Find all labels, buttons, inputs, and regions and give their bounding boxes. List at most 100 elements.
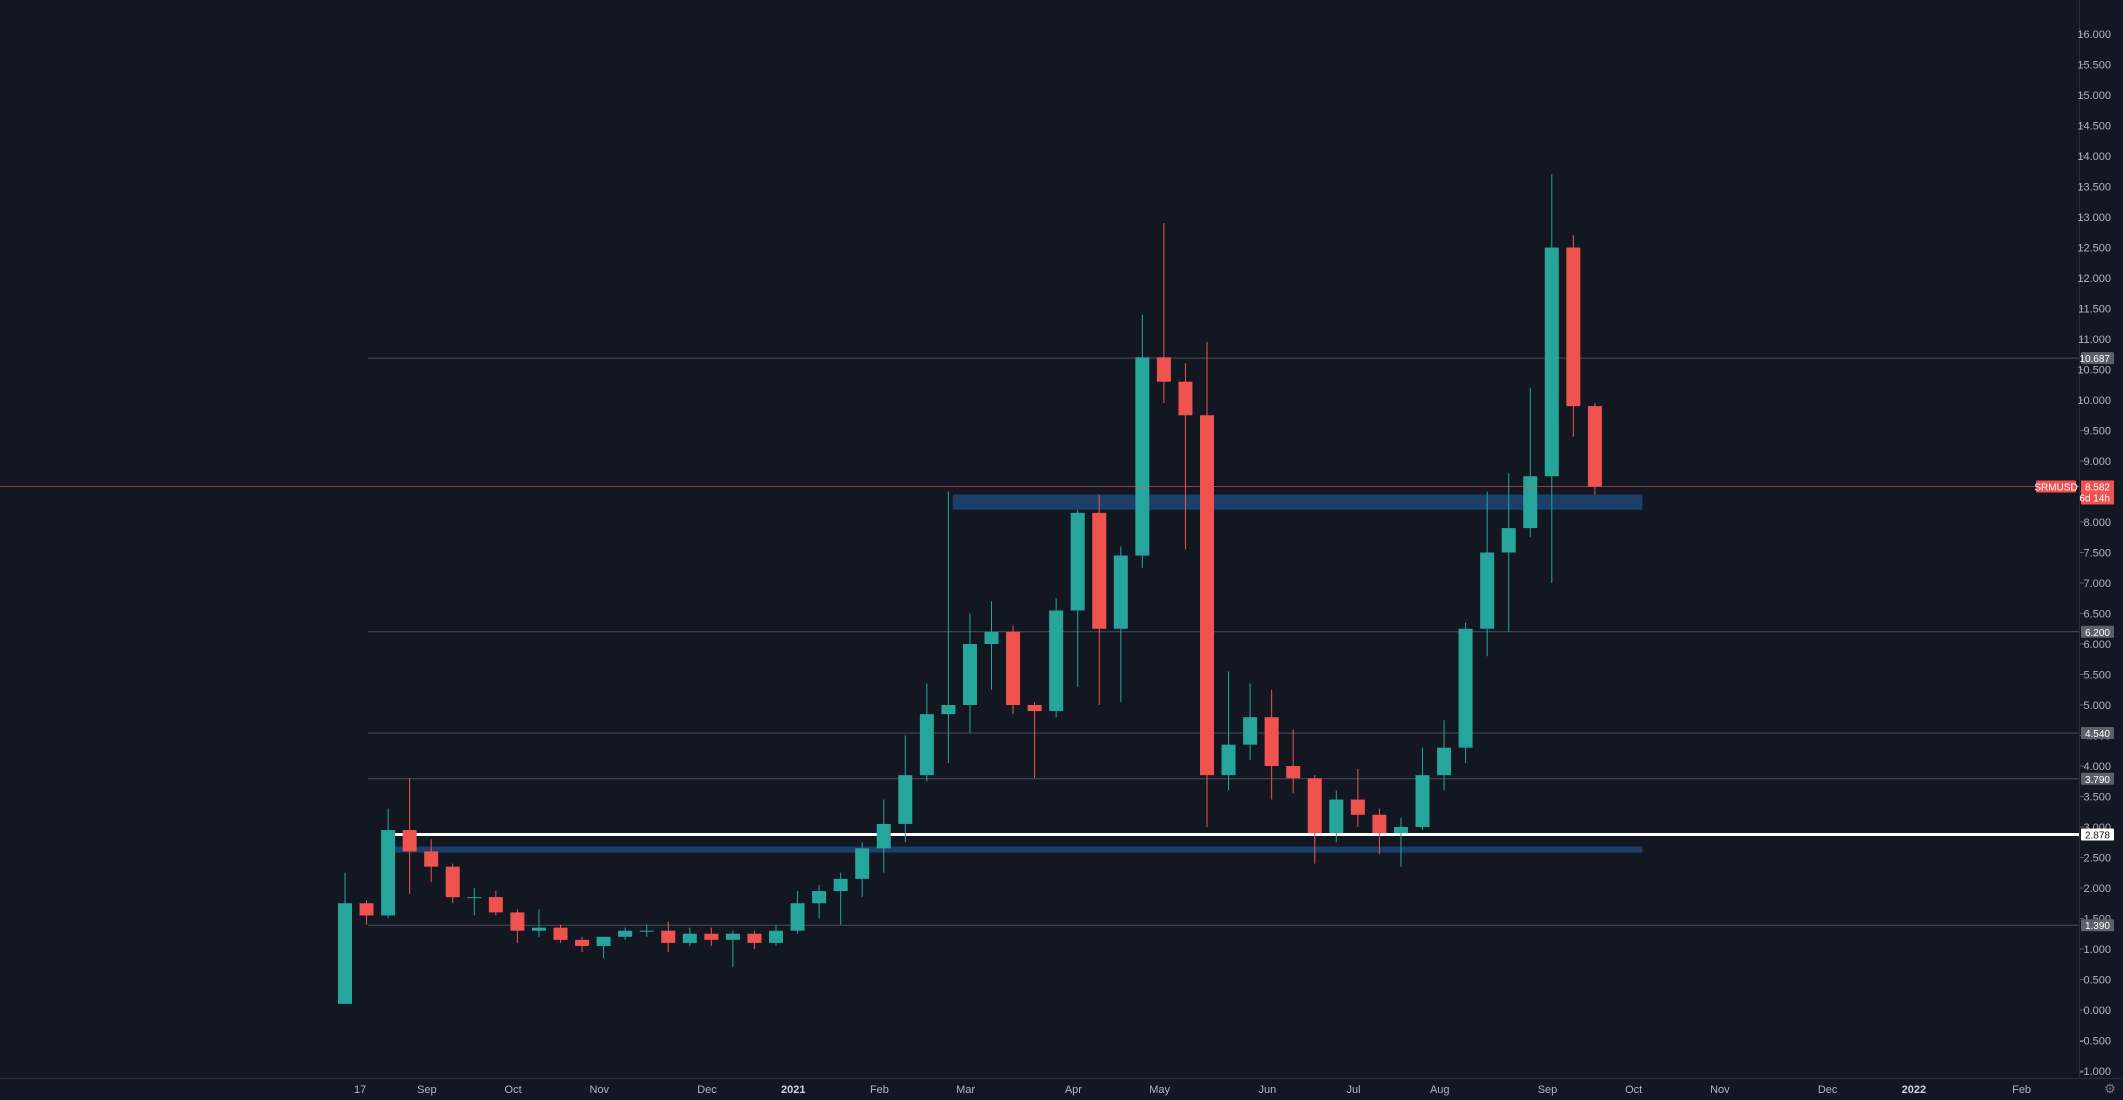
candle-body: [1070, 512, 1085, 611]
level-label: 2.878: [2085, 830, 2110, 841]
candle-body: [1221, 744, 1236, 776]
candle-body: [790, 903, 805, 931]
candle-body: [1135, 357, 1150, 556]
price-tick-label: 15.500: [2077, 60, 2111, 72]
price-tick-label: 14.000: [2077, 151, 2111, 163]
price-tick-label: 10.000: [2077, 395, 2111, 407]
price-tick-label: 1.000: [2083, 944, 2111, 956]
candle-body: [1523, 476, 1538, 529]
price-tick-label: 0.500: [2083, 975, 2111, 987]
candle-body: [984, 631, 999, 644]
time-tick-label: Feb: [870, 1084, 889, 1096]
candle-body: [1587, 406, 1602, 487]
candle-body: [1156, 357, 1171, 382]
price-tick-label: 12.500: [2077, 243, 2111, 255]
gear-icon[interactable]: ⚙: [2104, 1081, 2116, 1096]
candle-body: [812, 891, 827, 904]
candle-body: [1264, 717, 1279, 766]
candle-body: [1243, 717, 1258, 745]
candle-body: [596, 936, 611, 946]
level-badge: [2081, 919, 2114, 932]
price-tick-label: 2.500: [2083, 853, 2111, 865]
time-tick-label: Jun: [1258, 1084, 1276, 1096]
level-badge: [2081, 727, 2114, 740]
price-tick-label: 12.000: [2077, 273, 2111, 285]
price-tick-label: 11.500: [2078, 304, 2111, 316]
candle-body: [1049, 610, 1064, 712]
zone-rect: [952, 494, 1643, 510]
candles: [338, 174, 1602, 1004]
time-tick-label: Dec: [697, 1084, 717, 1096]
price-tick-label: 8.000: [2083, 517, 2111, 529]
level-label: 3.790: [2085, 775, 2110, 786]
candle-body: [338, 903, 352, 1004]
time-tick-label: Oct: [505, 1084, 522, 1096]
price-axis-badges: 10.687 6.200 4.540 3.790 2.878 1.390: [2079, 352, 2114, 932]
time-tick-label: Jul: [1347, 1084, 1361, 1096]
price-tick-label: 6.500: [2083, 609, 2111, 621]
level-badge: [2081, 772, 2114, 785]
candle-body: [1027, 705, 1042, 712]
time-tick-label: Sep: [417, 1084, 437, 1096]
price-tick-label: 11.000: [2078, 334, 2111, 346]
candle-body: [1480, 552, 1495, 629]
price-tick-label: 10.500: [2077, 365, 2111, 377]
time-tick-label: Mar: [956, 1084, 975, 1096]
zone-rect: [394, 846, 1643, 853]
level-label: 10.687: [2079, 354, 2110, 365]
level-badge: [2081, 352, 2114, 365]
level-label: 6.200: [2085, 628, 2110, 639]
support-resistance-zones: [394, 494, 1643, 853]
candle-body: [1458, 628, 1473, 748]
time-tick-label: May: [1149, 1084, 1170, 1096]
candle-body: [1393, 827, 1408, 834]
time-tick-label: Apr: [1065, 1084, 1082, 1096]
bar-countdown-label: 6d 14h: [2079, 493, 2110, 504]
level-label: 4.540: [2085, 729, 2110, 740]
price-tick-label: -0.500: [2080, 1036, 2111, 1048]
candle-body: [510, 912, 525, 931]
candle-body: [769, 930, 783, 943]
candle-body: [424, 851, 439, 867]
level-badge: [2081, 828, 2114, 841]
candle-body: [962, 644, 977, 705]
candle-body: [445, 866, 460, 898]
candle-body: [704, 933, 719, 940]
time-tick-label: Nov: [590, 1084, 610, 1096]
price-tick-label: 16.000: [2077, 29, 2111, 41]
price-tick-label: 14.500: [2077, 121, 2111, 133]
candle-body: [381, 830, 396, 916]
price-tick-label: -1.000: [2080, 1066, 2111, 1078]
time-tick-label: 17: [354, 1084, 366, 1096]
candle-body: [1566, 247, 1581, 407]
price-tick-label: 5.000: [2083, 700, 2111, 712]
candle-body: [639, 930, 654, 932]
candle-body: [1437, 747, 1452, 776]
price-tick-label: 9.000: [2083, 456, 2111, 468]
last-price-marker: SRMUSD 8.582 6d 14h: [0, 480, 2114, 505]
candle-body: [359, 903, 374, 916]
candle-body: [1350, 799, 1365, 815]
price-tick-label: 6.000: [2083, 639, 2111, 651]
candle-body: [553, 927, 568, 940]
candle-body: [1286, 766, 1301, 779]
price-tick-label: 7.500: [2083, 548, 2111, 560]
candle-body: [1372, 814, 1387, 834]
candle-body: [488, 897, 503, 913]
price-tick-label: 0.000: [2083, 1005, 2111, 1017]
time-tick-label: 2021: [781, 1084, 805, 1096]
level-badge: [2081, 625, 2114, 638]
time-axis[interactable]: 17 Sep Oct Nov Dec 2021 Feb Mar Apr May Jun Jul Aug S…: [354, 1084, 2031, 1096]
candle-body: [1113, 555, 1128, 629]
time-tick-label: Aug: [1430, 1084, 1450, 1096]
time-tick-label: Sep: [1538, 1084, 1558, 1096]
candle-body: [661, 930, 676, 943]
candle-body: [1178, 381, 1193, 416]
price-tick-label: 5.500: [2083, 670, 2111, 682]
candle-body: [855, 848, 870, 879]
candle-body: [402, 830, 417, 852]
symbol-label: SRMUSD: [2034, 482, 2077, 493]
candle-body: [1544, 247, 1559, 477]
candle-body: [833, 878, 848, 892]
